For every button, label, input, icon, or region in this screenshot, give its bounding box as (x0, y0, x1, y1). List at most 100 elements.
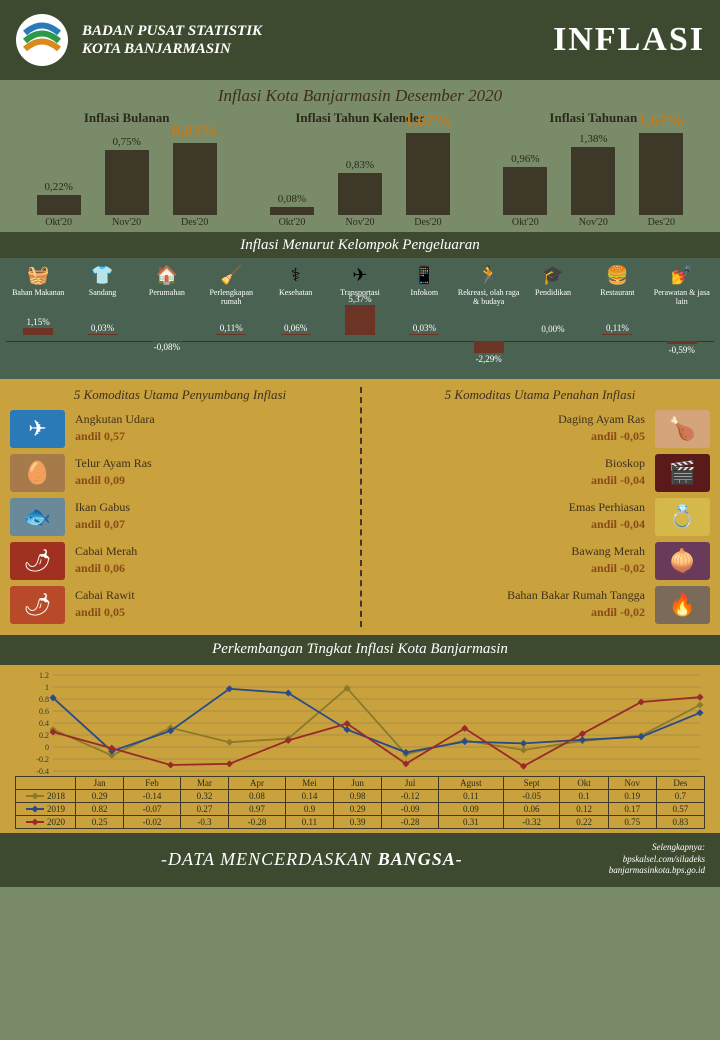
bar-value: 1,67% (405, 111, 452, 131)
sec4-header: Perkembangan Tingkat Inflasi Kota Banjar… (0, 635, 720, 665)
category-icon: 🧹 (199, 262, 263, 288)
bar (571, 147, 615, 215)
category-bar-wrap: 0,00% (521, 309, 585, 373)
category-item: 🎓Pendidikan (521, 262, 585, 307)
commodity-name: Telur Ayam Ras (75, 456, 152, 471)
commodity-text: Daging Ayam Rasandil -0,05 (548, 412, 655, 445)
commodity-andil: andil 0,57 (75, 429, 125, 443)
commodity-item: 💍Emas Perhiasanandil -0,04 (370, 497, 710, 537)
category-item: 🏠Perumahan (135, 262, 199, 307)
line-chart: 1.210.80.60.40.20-0.2-0.4 (15, 671, 705, 776)
category-bar-value: 0,00% (541, 324, 564, 334)
svg-text:0.8: 0.8 (39, 695, 49, 704)
svg-text:1: 1 (45, 683, 49, 692)
bar-wrap: 0,96% Okt'20 (500, 153, 550, 228)
category-label: Restaurant (585, 289, 649, 298)
category-bar-wrap: 0,11% (199, 309, 263, 373)
footer-motto: -DATA MENCERDASKAN BANGSA- (15, 849, 609, 870)
commodity-item: ✈ Angkutan Udara andil 0,57 (10, 409, 350, 449)
category-icon: 👕 (70, 262, 134, 288)
category-bar-wrap: 5,37% (328, 309, 392, 373)
commodity-text: Emas Perhiasanandil -0,04 (559, 500, 655, 533)
bar-value: 0,75% (112, 136, 140, 148)
data-table: JanFebMarAprMeiJunJulAgustSeptOktNovDes2… (15, 776, 705, 829)
svg-text:-0.2: -0.2 (36, 755, 49, 764)
bar-wrap: 0,75% Nov'20 (102, 136, 152, 228)
category-bar (345, 305, 375, 335)
charts-row: Inflasi Bulanan0,22%Okt'200,75%Nov'200,8… (15, 110, 705, 228)
bar-value: 0,22% (44, 181, 72, 193)
svg-text:0.4: 0.4 (39, 719, 49, 728)
commodity-text: Angkutan Udara andil 0,57 (65, 412, 165, 445)
category-label: Infokom (392, 289, 456, 298)
commodity-name: Bahan Bakar Rumah Tangga (507, 588, 645, 603)
commodity-icon: 🔥 (655, 586, 710, 624)
commodity-icon: 💍 (655, 498, 710, 536)
commodity-andil: andil -0,02 (591, 605, 645, 619)
category-bar-value: 0,03% (413, 323, 436, 333)
category-label: Kesehatan (263, 289, 327, 298)
commodity-name: Emas Perhiasan (569, 500, 645, 515)
svg-text:1.2: 1.2 (39, 671, 49, 680)
commodity-andil: andil 0,06 (75, 561, 125, 575)
commodity-name: Angkutan Udara (75, 412, 155, 427)
commodity-andil: andil 0,05 (75, 605, 125, 619)
bar-value: 0,96% (511, 153, 539, 165)
category-item: 📱Infokom (392, 262, 456, 307)
category-icon: 🍔 (585, 262, 649, 288)
bar-chart: Inflasi Tahun Kalender0,08%Okt'200,83%No… (248, 110, 471, 228)
category-bar-value: 1,15% (27, 317, 50, 327)
section-monthly-charts: Inflasi Kota Banjarmasin Desember 2020 I… (0, 80, 720, 232)
bar-value: 0,08% (278, 193, 306, 205)
bar-label: Des'20 (414, 217, 441, 228)
commodity-andil: andil 0,09 (75, 473, 125, 487)
footer: -DATA MENCERDASKAN BANGSA- Selengkapnya:… (0, 833, 720, 887)
category-label: Perlengkapan rumah (199, 289, 263, 307)
category-item: 🍔Restaurant (585, 262, 649, 307)
commodity-item: 🍗Daging Ayam Rasandil -0,05 (370, 409, 710, 449)
svg-text:0.2: 0.2 (39, 731, 49, 740)
category-item: 🏃Rekreasi, olah raga & budaya (457, 262, 521, 307)
bar (503, 167, 547, 215)
agency-name: BADAN PUSAT STATISTIK KOTA BANJARMASIN (82, 22, 553, 58)
bar-wrap: 0,83%Nov'20 (335, 159, 385, 228)
commodity-item: 🔥 Bahan Bakar Rumah Tangga andil -0,02 (370, 585, 710, 625)
bar-chart: Inflasi Tahunan0,96%Okt'201,38%Nov'201,6… (482, 110, 705, 228)
bar-wrap: 0,22%Okt'20 (34, 181, 84, 228)
bar-value: 1,38% (579, 133, 607, 145)
category-bar-value: 5,37% (348, 294, 371, 304)
commodity-text: Bahan Bakar Rumah Tangga andil -0,02 (497, 588, 655, 621)
commodity-icon: 🥚 (10, 454, 65, 492)
commodity-name: Ikan Gabus (75, 500, 130, 515)
category-label: Sandang (70, 289, 134, 298)
header: BADAN PUSAT STATISTIK KOTA BANJARMASIN I… (0, 0, 720, 80)
category-icon: 🎓 (521, 262, 585, 288)
commodity-icon: 🍗 (655, 410, 710, 448)
category-bar (474, 341, 504, 354)
category-bar-wrap: 0,11% (585, 309, 649, 373)
category-icon: 🏠 (135, 262, 199, 288)
motto-part-1: -DATA MENCERDASKAN (161, 849, 378, 869)
bar-value: 0,83% (346, 159, 374, 171)
bar-label: Okt'20 (512, 217, 539, 228)
agency-line-2: KOTA BANJARMASIN (82, 40, 553, 58)
inflation-suppressors: 5 Komoditas Utama Penahan Inflasi 🍗Dagin… (360, 387, 720, 629)
section-trend: 1.210.80.60.40.20-0.2-0.4 JanFebMarAprMe… (0, 665, 720, 833)
bps-logo-icon (15, 13, 70, 68)
category-bar-value: 0,06% (284, 323, 307, 333)
footer-links: Selengkapnya: bpskalsel.com/siladeks ban… (609, 842, 705, 877)
commodity-andil: andil -0,05 (591, 429, 645, 443)
commodity-icon: ✈ (10, 410, 65, 448)
commodity-item: 🐟Ikan Gabusandil 0,07 (10, 497, 350, 537)
commodity-name: Bawang Merah (571, 544, 645, 559)
bar-label: Nov'20 (112, 217, 141, 228)
bar-wrap: 1,67%Des'20 (636, 111, 686, 228)
category-icon: ⚕ (263, 262, 327, 288)
agency-line-1: BADAN PUSAT STATISTIK (82, 22, 553, 40)
bar (338, 173, 382, 215)
commodity-text: Bioskopandil -0,04 (581, 456, 655, 489)
contributors-title: 5 Komoditas Utama Penyumbang Inflasi (10, 387, 350, 403)
bars-area: 0,08%Okt'200,83%Nov'201,67%Des'20 (248, 128, 471, 228)
commodity-name: Cabai Rawit (75, 588, 135, 603)
category-bar (602, 334, 632, 335)
